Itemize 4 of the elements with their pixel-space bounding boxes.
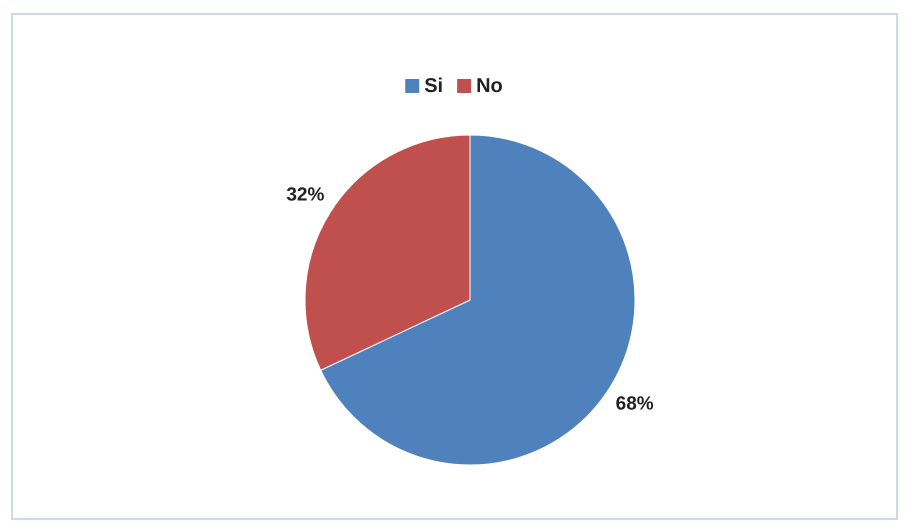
legend-label: No [476,75,503,97]
data-label: 32% [286,184,324,206]
legend-label: Si [424,75,444,97]
data-label: 68% [616,394,654,414]
